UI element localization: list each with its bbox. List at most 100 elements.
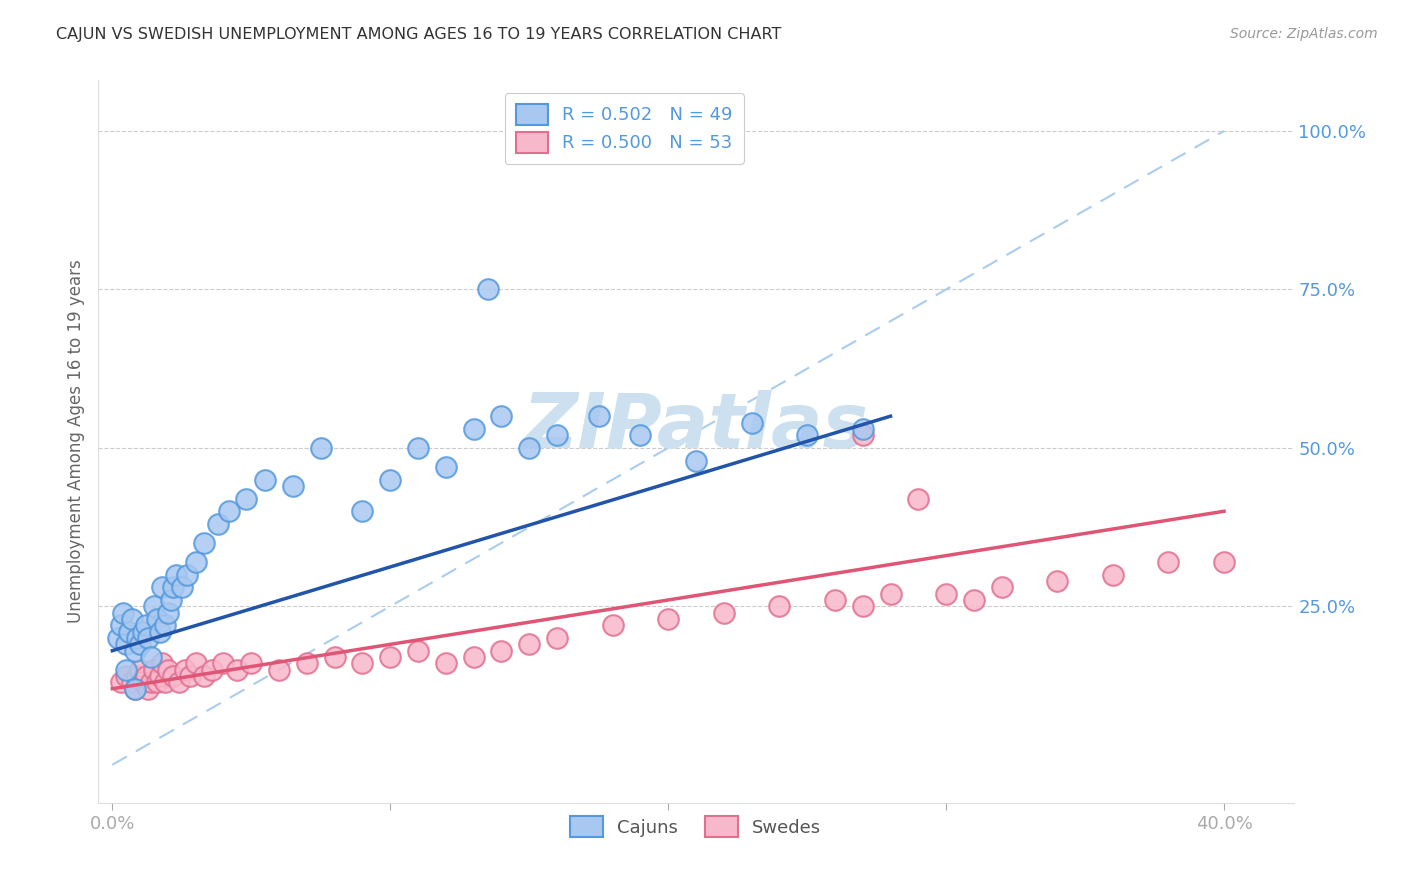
Point bbox=[380, 473, 402, 487]
Point bbox=[907, 491, 929, 506]
Point bbox=[281, 479, 304, 493]
Point bbox=[115, 637, 138, 651]
Point bbox=[184, 555, 207, 569]
Point bbox=[176, 567, 198, 582]
Point bbox=[218, 504, 240, 518]
Point bbox=[713, 606, 735, 620]
Point bbox=[434, 459, 457, 474]
Point bbox=[852, 422, 875, 436]
Point bbox=[963, 593, 986, 607]
Point bbox=[852, 599, 875, 614]
Point bbox=[162, 669, 184, 683]
Point bbox=[121, 675, 143, 690]
Point bbox=[150, 580, 173, 594]
Text: CAJUN VS SWEDISH UNEMPLOYMENT AMONG AGES 16 TO 19 YEARS CORRELATION CHART: CAJUN VS SWEDISH UNEMPLOYMENT AMONG AGES… bbox=[56, 27, 782, 42]
Point bbox=[434, 657, 457, 671]
Point bbox=[110, 618, 132, 632]
Point bbox=[602, 618, 624, 632]
Legend: Cajuns, Swedes: Cajuns, Swedes bbox=[564, 809, 828, 845]
Point bbox=[852, 428, 875, 442]
Point bbox=[110, 675, 132, 690]
Point bbox=[156, 663, 179, 677]
Point bbox=[148, 624, 170, 639]
Point bbox=[491, 643, 513, 657]
Text: Source: ZipAtlas.com: Source: ZipAtlas.com bbox=[1230, 27, 1378, 41]
Point bbox=[124, 681, 146, 696]
Point bbox=[546, 631, 568, 645]
Point bbox=[132, 675, 155, 690]
Point bbox=[121, 612, 143, 626]
Point bbox=[150, 657, 173, 671]
Point bbox=[129, 637, 152, 651]
Point bbox=[240, 657, 263, 671]
Point bbox=[135, 669, 157, 683]
Point bbox=[146, 675, 169, 690]
Point bbox=[153, 675, 176, 690]
Point bbox=[107, 631, 129, 645]
Point bbox=[173, 663, 195, 677]
Point bbox=[127, 631, 149, 645]
Point bbox=[156, 606, 179, 620]
Point bbox=[1157, 555, 1180, 569]
Point bbox=[309, 441, 332, 455]
Point bbox=[201, 663, 224, 677]
Point bbox=[1102, 567, 1125, 582]
Point bbox=[546, 428, 568, 442]
Point bbox=[235, 491, 257, 506]
Point bbox=[517, 441, 540, 455]
Point bbox=[796, 428, 818, 442]
Point bbox=[517, 637, 540, 651]
Point bbox=[990, 580, 1012, 594]
Point bbox=[165, 567, 187, 582]
Point bbox=[141, 650, 163, 665]
Point bbox=[477, 282, 499, 296]
Point bbox=[824, 593, 846, 607]
Point bbox=[115, 669, 138, 683]
Point bbox=[159, 593, 181, 607]
Point bbox=[406, 441, 429, 455]
Point bbox=[295, 657, 318, 671]
Point bbox=[628, 428, 651, 442]
Point bbox=[124, 681, 146, 696]
Point bbox=[1213, 555, 1236, 569]
Point bbox=[491, 409, 513, 424]
Point bbox=[153, 618, 176, 632]
Point bbox=[184, 657, 207, 671]
Point bbox=[352, 657, 374, 671]
Point bbox=[143, 599, 166, 614]
Point bbox=[406, 643, 429, 657]
Point bbox=[141, 675, 163, 690]
Point bbox=[146, 612, 169, 626]
Point bbox=[588, 409, 610, 424]
Point bbox=[127, 669, 149, 683]
Point bbox=[463, 650, 485, 665]
Point bbox=[132, 624, 155, 639]
Point bbox=[193, 669, 215, 683]
Point bbox=[323, 650, 346, 665]
Point bbox=[352, 504, 374, 518]
Point bbox=[193, 536, 215, 550]
Point bbox=[657, 612, 679, 626]
Point bbox=[138, 631, 160, 645]
Point bbox=[254, 473, 277, 487]
Point bbox=[935, 587, 957, 601]
Y-axis label: Unemployment Among Ages 16 to 19 years: Unemployment Among Ages 16 to 19 years bbox=[66, 260, 84, 624]
Point bbox=[380, 650, 402, 665]
Point bbox=[138, 681, 160, 696]
Point bbox=[741, 416, 763, 430]
Point bbox=[143, 663, 166, 677]
Point bbox=[226, 663, 249, 677]
Point bbox=[768, 599, 790, 614]
Point bbox=[118, 624, 141, 639]
Point bbox=[115, 663, 138, 677]
Point bbox=[148, 669, 170, 683]
Point bbox=[112, 606, 135, 620]
Point bbox=[879, 587, 901, 601]
Point bbox=[267, 663, 290, 677]
Point bbox=[170, 580, 193, 594]
Point bbox=[124, 643, 146, 657]
Point bbox=[1046, 574, 1069, 588]
Point bbox=[179, 669, 201, 683]
Point bbox=[135, 618, 157, 632]
Point bbox=[162, 580, 184, 594]
